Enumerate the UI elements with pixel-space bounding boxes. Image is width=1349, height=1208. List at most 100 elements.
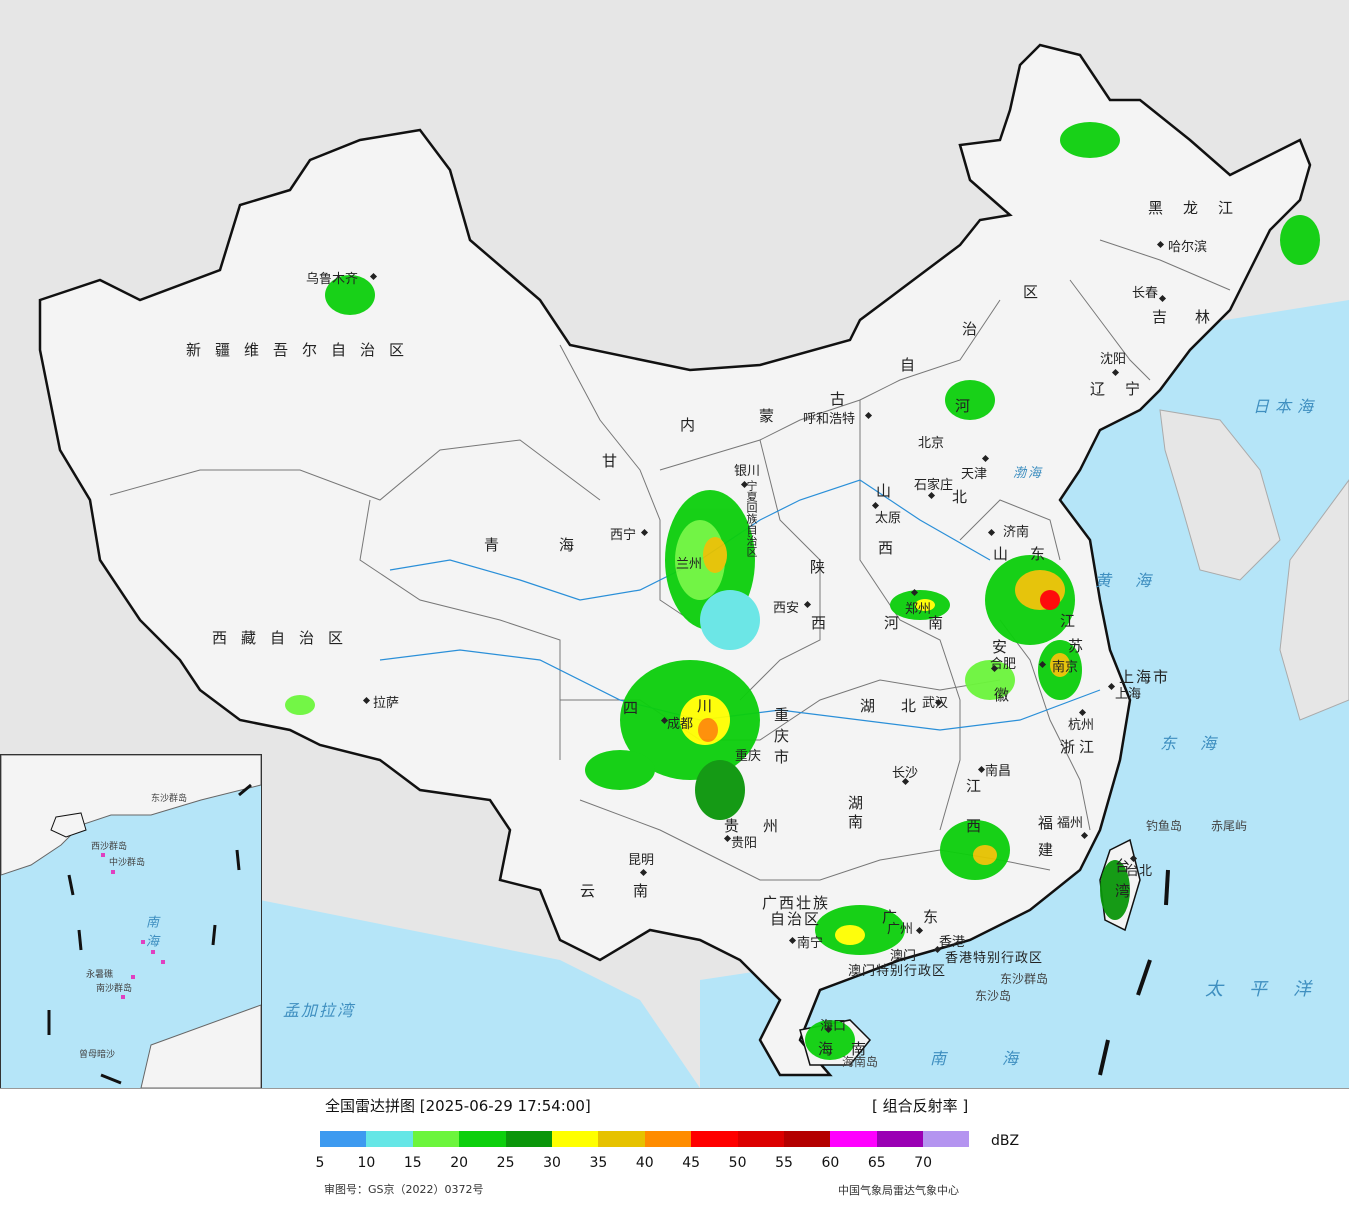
city-yinchuan: 银川 — [734, 464, 761, 479]
city-hefei: 合肥 — [990, 657, 1017, 672]
unit-label: dBZ — [991, 1133, 1020, 1149]
label-shaanxi-shan: 陕 — [810, 558, 840, 576]
city-guangzhou: 广州 — [887, 922, 914, 937]
label-hk-sar: 香港特别行政区 — [945, 951, 1044, 966]
radar-map[interactable]: 新疆维吾尔自治区 西藏自治区 青海 甘 内 蒙 古 自 治 区 黑龙江 吉林 辽… — [0, 0, 1349, 1089]
city-jinan: 济南 — [1003, 525, 1030, 540]
label-liaoning: 辽宁 — [1090, 380, 1161, 398]
island-diaoyu: 钓鱼岛 — [1146, 819, 1183, 833]
label-ningxia: 宁夏回族自治区 — [745, 480, 758, 557]
color-swatch — [320, 1131, 367, 1147]
label-jiangxi-xi: 西 — [966, 817, 996, 835]
label-xinjiang: 新疆维吾尔自治区 — [186, 341, 419, 359]
map-canvas — [38, 43, 1349, 1088]
city-beijing: 北京 — [918, 436, 945, 451]
label-hubei: 湖北 — [860, 697, 943, 715]
island-chiwei: 赤尾屿 — [1211, 819, 1248, 833]
color-swatch — [459, 1131, 506, 1147]
label-jiangsu-jiang: 江 — [1060, 612, 1090, 630]
label-heilongjiang: 黑龙江 — [1148, 199, 1254, 217]
color-swatch — [366, 1131, 413, 1147]
label-guangxi-1: 广西壮族 — [762, 894, 831, 912]
label-nei: 内 — [680, 416, 710, 434]
city-taiyuan: 太原 — [875, 511, 902, 526]
city-shijiazhuang: 石家庄 — [914, 478, 954, 493]
label-qu: 区 — [1023, 283, 1053, 301]
city-urumqi: 乌鲁木齐 — [306, 272, 359, 287]
city-hohhot: 呼和浩特 — [803, 412, 856, 427]
color-swatch — [412, 1131, 460, 1147]
city-wuhan: 武汉 — [922, 696, 949, 711]
japan — [1279, 479, 1349, 721]
city-haikou: 海口 — [820, 1019, 847, 1034]
color-swatch — [598, 1131, 645, 1147]
scale-tick-label: 25 — [496, 1155, 515, 1171]
inset-dashes — [47, 783, 252, 1085]
sea-japan: 日本海 — [1253, 397, 1320, 416]
inset-borneo — [140, 1004, 261, 1088]
city-taipei: 台北 — [1126, 864, 1153, 879]
island-hainan: 海南岛 — [842, 1055, 879, 1069]
legend-panel: 全国雷达拼图 [2025-06-29 17:54:00] [ 组合反射率 ] d… — [0, 1089, 1349, 1208]
south-china-sea-inset: 南海 中沙群岛 南沙群岛 曾母暗沙 永暑礁 东沙群岛 西沙群岛 — [0, 754, 262, 1088]
color-swatch — [505, 1131, 552, 1147]
inset-yongshu: 永暑礁 — [86, 970, 114, 980]
label-hainan: 海南 — [818, 1040, 885, 1058]
approval-number: 审图号：GS京（2022）0372号 — [324, 1183, 484, 1196]
color-swatch — [923, 1131, 970, 1147]
label-shanghai: 上海市 — [1119, 668, 1171, 686]
korea — [1159, 409, 1281, 581]
label-guizhou: 贵州 — [724, 817, 803, 835]
label-shanxi-shan: 山 — [876, 482, 906, 500]
city-fuzhou: 福州 — [1057, 816, 1084, 831]
sea-bohai: 渤海 — [1013, 466, 1044, 481]
inset-xisha: 西沙群岛 — [91, 842, 128, 852]
label-jilin: 吉林 — [1152, 308, 1239, 326]
scale-tick-label: 30 — [543, 1155, 561, 1171]
sea-yellow: 黄海 — [1095, 571, 1176, 590]
city-tianjin: 天津 — [961, 467, 988, 482]
label-meng: 蒙 — [759, 407, 789, 425]
label-sichuan-chuan: 川 — [697, 697, 727, 715]
label-jiangxi-jiang: 江 — [966, 777, 996, 795]
city-changsha: 长沙 — [892, 766, 919, 781]
city-shenyang: 沈阳 — [1100, 352, 1127, 367]
label-anhui-an: 安 — [992, 638, 1022, 656]
boundary-marks — [1098, 869, 1170, 1076]
city-chongqing: 重庆 — [735, 749, 762, 764]
color-swatch — [644, 1131, 692, 1147]
scale-tick-label: 60 — [821, 1155, 840, 1171]
inset-reefs — [101, 853, 165, 999]
scale-tick-label: 50 — [728, 1155, 747, 1171]
scale-tick-label: 55 — [775, 1155, 793, 1171]
island-dongsha-group: 东沙群岛 — [1000, 972, 1049, 986]
radar-echoes — [285, 122, 1320, 1060]
label-anhui-hui: 徽 — [994, 686, 1024, 704]
label-shandong-shan: 山 — [993, 545, 1023, 563]
sea-south-china: 南海 — [930, 1049, 1075, 1068]
scale-tick-label: 40 — [635, 1155, 654, 1171]
label-gan: 甘 — [602, 452, 632, 470]
label-hebei-he: 河 — [955, 397, 985, 415]
label-qinghai: 青海 — [484, 536, 635, 554]
sea-bengal: 孟加拉湾 — [283, 1001, 356, 1020]
label-zhejiang: 浙江 — [1060, 738, 1099, 756]
scale-tick-label: 10 — [357, 1155, 376, 1171]
label-sichuan-si: 四 — [623, 699, 653, 717]
agency-name: 中国气象局雷达气象中心 — [838, 1184, 959, 1197]
color-swatch — [830, 1131, 877, 1147]
scale-tick-label: 15 — [403, 1155, 422, 1171]
color-swatch — [737, 1131, 784, 1147]
label-jiangsu-su: 苏 — [1068, 637, 1098, 655]
city-hongkong: 香港 — [939, 935, 966, 950]
city-zhengzhou: 郑州 — [905, 602, 932, 617]
label-shanxi-xi: 西 — [878, 539, 908, 557]
color-swatch — [551, 1131, 599, 1147]
inset-south-sea: 南海 — [143, 915, 158, 953]
city-nanjing: 南京 — [1052, 660, 1079, 675]
label-xizang: 西藏自治区 — [212, 629, 358, 647]
product-type: [ 组合反射率 ] — [872, 1097, 969, 1115]
city-shanghai: 上海 — [1115, 687, 1142, 702]
city-chengdu: 成都 — [667, 717, 694, 732]
